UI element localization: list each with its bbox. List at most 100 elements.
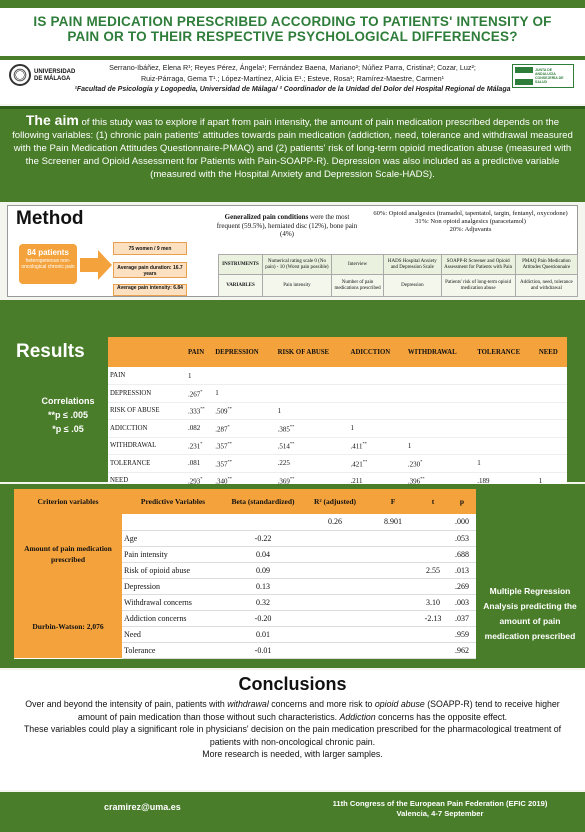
- instruments-label: INSTRUMENTS: [218, 254, 263, 275]
- corr-cell: 1: [186, 367, 214, 385]
- conclusions-section: Conclusions Over and beyond the intensit…: [0, 670, 585, 790]
- reg-p: .053: [448, 530, 476, 547]
- corr-cell: [536, 454, 567, 473]
- reg-empty-cell: [302, 546, 368, 563]
- regression-header-row: Criterion variables Predictive Variables B…: [14, 489, 476, 514]
- corr-cell: [405, 384, 476, 403]
- corr-cell: [213, 367, 276, 385]
- reg-row: Durbin-Watson: 2,076 Withdrawal concerns 0…: [14, 594, 476, 658]
- reg-model-cell: [122, 514, 224, 531]
- variables-label: VARIABLES: [218, 274, 263, 297]
- reg-row: Addiction concerns -0.20 -2.13.037: [14, 610, 476, 627]
- reg-t: [418, 546, 448, 563]
- conclusion-paragraph-3: More research is needed, with larger sam…: [202, 749, 383, 760]
- reg-p: .962: [448, 642, 476, 659]
- corr-row: WITHDRAWAL .231* .357** .514** .411** 1: [108, 437, 567, 455]
- reg-empty-cell: [302, 578, 368, 595]
- reg-empty-cell: [302, 610, 368, 627]
- corr-cell: .225: [275, 454, 349, 473]
- conc-text: Over and beyond the intensity of pain, p…: [25, 699, 228, 709]
- reg-empty-cell: [302, 562, 368, 579]
- corr-cell: [536, 402, 567, 420]
- reg-empty-cell: [368, 578, 418, 595]
- corr-cell: .231*: [186, 437, 214, 455]
- variable-cell: Addiction, need, tolerance and withdrawa…: [514, 274, 579, 297]
- corr-cell: 1: [275, 402, 349, 420]
- university-logo-text: UNIVERSIDAD DE MÁLAGA: [34, 69, 76, 82]
- corr-row-label: DEPRESSION: [108, 384, 186, 403]
- corr-cell: 1: [348, 419, 406, 438]
- reg-p: .688: [448, 546, 476, 563]
- correlation-table: PAIN DEPRESSION RISK OF ABUSE ADICCTION WITH…: [108, 337, 567, 490]
- corr-col-header: WITHDRAWAL: [405, 337, 476, 367]
- corr-cell: [348, 384, 406, 403]
- instrument-cell: HADS Hospital Anxiety and Depression Sca…: [383, 254, 442, 275]
- aim-lead: The aim: [25, 112, 79, 128]
- corr-cell: [475, 437, 537, 455]
- pain-conditions-bold: Generalized pain conditions: [224, 213, 309, 221]
- corr-row-label: RISK OF ABUSE: [108, 402, 186, 420]
- corr-cell: [275, 384, 349, 403]
- reg-empty-cell: [302, 642, 368, 659]
- reg-beta: 0.04: [224, 546, 302, 563]
- reg-empty-cell: [302, 626, 368, 643]
- corr-cell: 1: [475, 454, 537, 473]
- reg-t: 2.55: [418, 562, 448, 579]
- reg-empty-cell: [368, 626, 418, 643]
- corr-cell: [348, 367, 406, 385]
- reg-col-header: p: [448, 489, 476, 514]
- corr-cell: .333**: [186, 402, 214, 420]
- regression-table: Criterion variables Predictive Variables B…: [14, 489, 476, 659]
- university-seal-icon: [9, 64, 31, 86]
- reg-beta: 0.32: [224, 594, 302, 611]
- reg-row: Tolerance -0.01 .962: [14, 642, 476, 659]
- corr-row: ADICCTION .082.287* .385** 1: [108, 419, 567, 438]
- reg-predictor: Addiction concerns: [122, 610, 224, 627]
- reg-model-row: Amount of pain medication prescribed 0.26…: [14, 514, 476, 594]
- instrument-cell: PMAQ Pain Medication Attitudes Questionn…: [514, 254, 579, 275]
- corr-col-header: DEPRESSION: [213, 337, 276, 367]
- instrument-cell: Numerical rating scale 0 (No pain) - 10 …: [262, 254, 332, 275]
- corr-cell: .509**: [213, 402, 276, 420]
- reg-beta: 0.09: [224, 562, 302, 579]
- conference-info: 11th Congress of the European Pain Feder…: [300, 799, 580, 819]
- reg-empty-cell: [368, 562, 418, 579]
- analgesics-text: 60%: Opioid analgesics (tramadol, tapent…: [368, 210, 573, 234]
- instruments-table: INSTRUMENTS Numerical rating scale 0 (No…: [218, 254, 579, 297]
- corr-row-label: PAIN: [108, 367, 186, 385]
- corr-row: PAIN 1: [108, 367, 567, 385]
- conc-emph: opioid abuse: [374, 699, 425, 709]
- reg-p: .269: [448, 578, 476, 595]
- reg-beta: -0.01: [224, 642, 302, 659]
- corr-row: DEPRESSION .267* 1: [108, 384, 567, 403]
- reg-predictor: Age: [122, 530, 224, 547]
- reg-t: [418, 626, 448, 643]
- reg-p: .013: [448, 562, 476, 579]
- significance-2: *p ≤ .05: [52, 424, 84, 434]
- contact-email[interactable]: cramirez@uma.es: [104, 802, 181, 812]
- reg-model-cell: [418, 514, 448, 531]
- reg-row: Pain intensity 0.04 .688: [14, 546, 476, 563]
- corr-col-header: NEED: [536, 337, 567, 367]
- corr-cell: .411**: [348, 437, 406, 455]
- conclusions-body: Over and beyond the intensity of pain, p…: [14, 698, 571, 761]
- reg-col-header: t: [418, 489, 448, 514]
- reg-empty-cell: [368, 594, 418, 611]
- variable-cell: Pain intensity: [262, 274, 332, 297]
- reg-empty-cell: [368, 530, 418, 547]
- conc-emph: withdrawal: [227, 699, 269, 709]
- reg-predictor: Depression: [122, 578, 224, 595]
- reg-row: Need 0.01 .959: [14, 626, 476, 643]
- corr-cell: [405, 419, 476, 438]
- pain-intensity-box: Average pain intensity: 6.84: [113, 284, 187, 296]
- poster-title: IS PAIN MEDICATION PRESCRIBED ACCORDING …: [0, 0, 585, 60]
- conc-text: (SOAPP-R) tend to receive higher amount …: [77, 699, 560, 722]
- reg-predictor: Withdrawal concerns: [122, 594, 224, 611]
- reg-empty-cell: [368, 610, 418, 627]
- corr-cell: [475, 402, 537, 420]
- non-opioid-line: 31%: Non opioid analgesics (paracetamol): [415, 218, 526, 225]
- affiliation: ¹Facultad de Psicología y Logopedia, Uni…: [74, 86, 511, 93]
- reg-predictor: Tolerance: [122, 642, 224, 659]
- corr-col-header: RISK OF ABUSE: [275, 337, 349, 367]
